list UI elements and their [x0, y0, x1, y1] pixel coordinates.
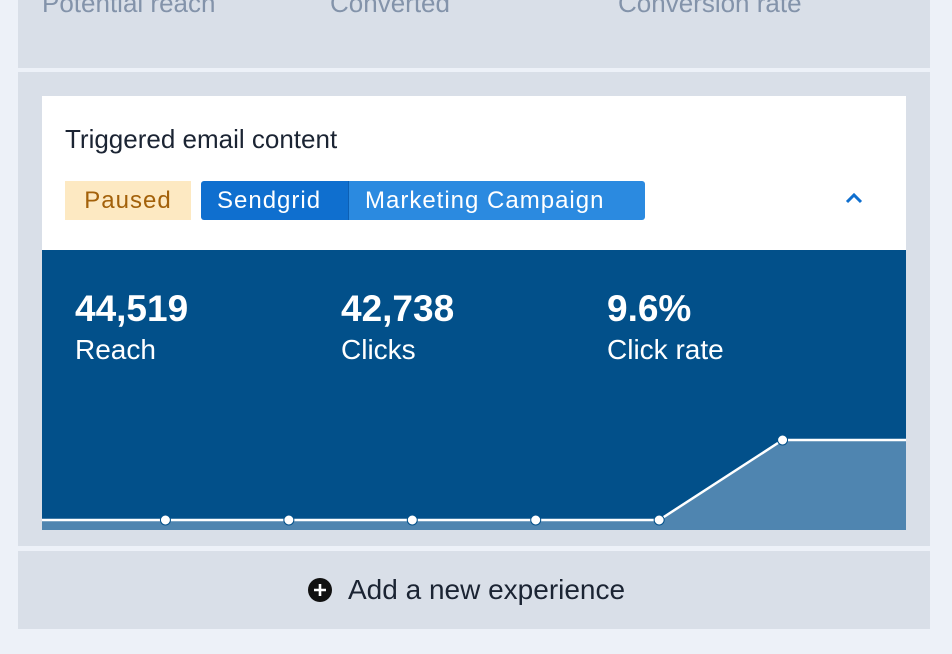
tag: Marketing Campaign: [348, 181, 645, 220]
sparkline-point: [406, 514, 418, 526]
summary-label: Converted: [330, 0, 450, 18]
add-icon[interactable]: [307, 577, 333, 603]
sparkline-point: [159, 514, 171, 526]
tag: Sendgrid: [201, 181, 348, 220]
stat-label: Reach: [75, 334, 156, 365]
add-panel[interactable]: [18, 551, 930, 629]
sparkline-point: [530, 514, 542, 526]
status-badge: Paused: [65, 181, 191, 220]
card-header: [42, 96, 906, 250]
sparkline-line: [42, 438, 906, 522]
stat-value: 42,738: [341, 288, 455, 329]
summary-panel: [18, 0, 930, 68]
add-button[interactable]: Add a new experience: [348, 574, 626, 605]
stat-label: Clicks: [341, 334, 416, 365]
stat-value: 9.6%: [607, 288, 692, 329]
sparkline-point: [777, 434, 789, 446]
summary-label: Conversion rate: [618, 0, 802, 18]
sparkline-area: [42, 440, 906, 530]
stat-label: Click rate: [607, 334, 724, 365]
sparkline: [42, 434, 906, 530]
card-title: Triggered email content: [65, 124, 338, 154]
stat-value: 44,519: [75, 288, 189, 329]
summary-label: Potential reach: [42, 0, 216, 18]
sparkline-point: [653, 514, 665, 526]
collapse-chevron[interactable]: [843, 190, 865, 206]
sparkline-point: [283, 514, 295, 526]
